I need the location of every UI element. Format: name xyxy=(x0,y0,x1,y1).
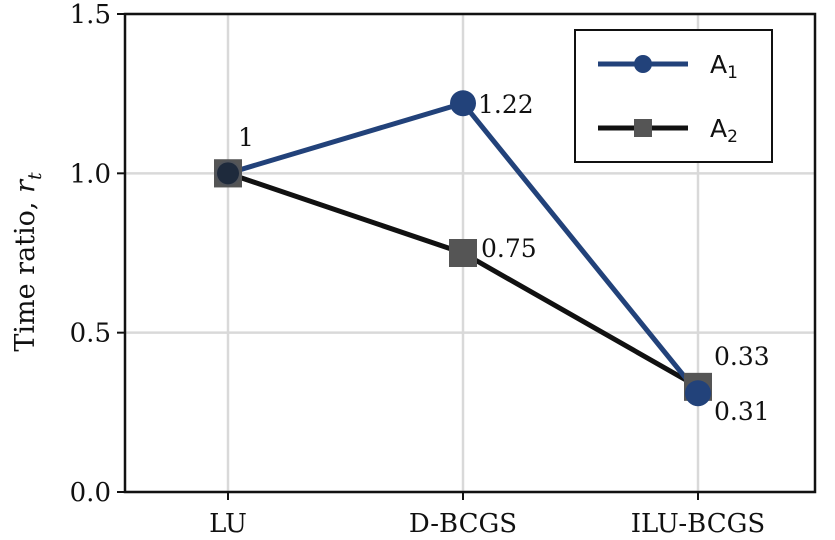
data-labels: 1 1.22 0.31 0.75 0.33 xyxy=(238,90,770,426)
legend-marker-2 xyxy=(634,119,652,137)
y-axis-label: Time ratio, rt xyxy=(10,172,46,352)
y-tick-label: 1.0 xyxy=(70,159,111,189)
y-tick-label: 1.5 xyxy=(70,0,111,30)
axes xyxy=(117,12,817,500)
y-tick-labels: 0.0 0.5 1.0 1.5 xyxy=(70,0,111,508)
data-label: 0.75 xyxy=(481,234,537,263)
series-2-marker xyxy=(449,239,477,267)
plot-frame xyxy=(123,12,817,494)
x-tick-label: LU xyxy=(209,509,247,539)
legend-marker-1 xyxy=(634,55,652,73)
series-1-marker xyxy=(685,380,711,407)
data-label: 0.31 xyxy=(714,397,770,426)
series-group xyxy=(214,90,712,407)
legend-frame xyxy=(574,29,773,163)
data-label: 1.22 xyxy=(478,90,534,119)
legend-label-1: A1 xyxy=(710,50,738,83)
data-label: 1 xyxy=(238,123,254,152)
y-tick-label: 0.5 xyxy=(70,319,111,349)
series-1-marker xyxy=(217,162,239,185)
x-tick-label: D-BCGS xyxy=(409,509,517,539)
x-tick-label: ILU-BCGS xyxy=(631,509,765,539)
y-tick-label: 0.0 xyxy=(70,478,111,508)
x-tick-labels: LU D-BCGS ILU-BCGS xyxy=(209,509,765,539)
legend-label-2: A2 xyxy=(710,114,738,147)
legend: A1 A2 xyxy=(574,29,773,163)
series-1-marker xyxy=(450,90,476,117)
data-label: 0.33 xyxy=(714,342,770,371)
